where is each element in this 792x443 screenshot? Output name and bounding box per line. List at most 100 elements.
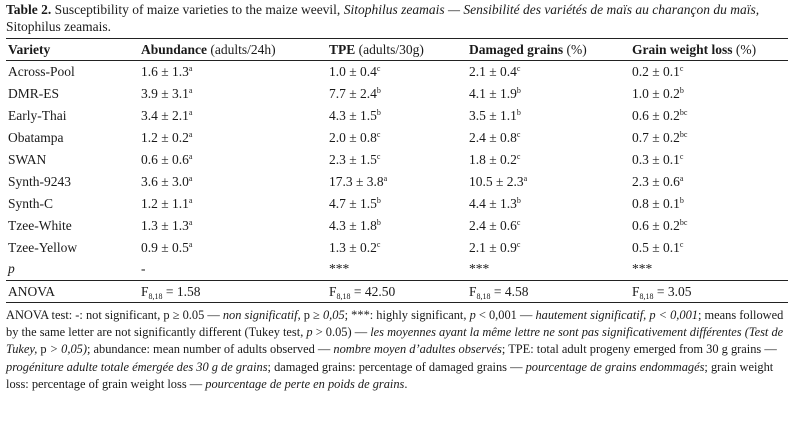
table-cell: 1.3 ± 1.3a [141, 217, 193, 233]
footnote-segment: ; TPE: total adult progeny emerged from … [501, 342, 777, 357]
table-cell: 1.8 ± 0.2c [469, 151, 521, 167]
table-cell: 1.2 ± 1.1a [141, 195, 193, 211]
table-row: Tzee-White 1.3 ± 1.3a 4.3 ± 1.8b 2.4 ± 0.6c… [6, 215, 788, 237]
footnote-segment: ; ***: highly significant, [344, 308, 470, 322]
footnote-segment: hautement significatif, p < 0,001 [535, 308, 698, 322]
significance-letter: c [376, 129, 381, 139]
footnote-segment: p [40, 342, 47, 357]
significance-letter: c [516, 129, 521, 139]
significance-letter: a [188, 239, 193, 249]
p-value-row: p - *** *** *** [6, 258, 788, 281]
table-cell: 2.3 ± 0.6a [632, 173, 684, 189]
footnote-segment: pourcentage de grains endommagés [525, 359, 705, 374]
variety-name: DMR-ES [8, 85, 60, 101]
significance-letter: b [376, 85, 381, 95]
significance-letter: c [376, 239, 381, 249]
table-cell: 0.8 ± 0.1b [632, 195, 684, 211]
table-cell: 7.7 ± 2.4b [329, 85, 381, 101]
table-cell: 3.6 ± 3.0a [141, 173, 193, 189]
caption-english: Susceptibility of maize varieties to the… [51, 2, 344, 17]
table-cell: 2.0 ± 0.8c [329, 129, 381, 145]
significance-letter: c [376, 63, 381, 73]
p-label: p [6, 258, 139, 281]
header-row: Variety Abundance (adults/24h) TPE (adul… [6, 38, 788, 61]
table-row: Synth-C 1.2 ± 1.1a 4.7 ± 1.5b 4.4 ± 1.3b 0.8… [6, 193, 788, 215]
variety-name: Across-Pool [8, 63, 75, 79]
table-cell: 1.3 ± 0.2c [329, 239, 381, 255]
col-header-damaged-grains: Damaged grains (%) [467, 38, 630, 61]
anova-value: F8,18 = 42.50 [327, 280, 467, 303]
significance-letter: b [376, 107, 381, 117]
significance-letter: a [188, 63, 193, 73]
variety-name: Obatampa [8, 129, 64, 145]
table-cell: 0.5 ± 0.1c [632, 239, 684, 255]
significance-letter: a [188, 195, 193, 205]
table-cell: 4.1 ± 1.9b [469, 85, 521, 101]
footnote-segment: < 0,001 — [475, 308, 536, 322]
table-cell: 2.3 ± 1.5c [329, 151, 381, 167]
table-cell: 1.0 ± 0.2b [632, 85, 684, 101]
footnote-segment: p [306, 325, 313, 340]
variety-name: Tzee-Yellow [8, 239, 78, 255]
table-cell: 2.1 ± 0.9c [469, 239, 521, 255]
caption-french: — Sensibilité des variétés de maïs au ch… [444, 2, 760, 17]
table-cell: 3.5 ± 1.1b [469, 107, 521, 123]
table-row: Obatampa 1.2 ± 0.2a 2.0 ± 0.8c 2.4 ± 0.8c 0.… [6, 127, 788, 149]
footnote-segment: > 0,05) [46, 342, 87, 357]
table-cell: 0.3 ± 0.1c [632, 151, 684, 167]
p-value: - [139, 258, 327, 281]
table-cell: 0.6 ± 0.6a [141, 151, 193, 167]
significance-letter: a [679, 173, 684, 183]
col-header-variety: Variety [6, 38, 139, 61]
table-cell: 3.9 ± 3.1a [141, 85, 193, 101]
footnote-segment: pourcentage de perte en poids de grains [205, 376, 405, 391]
variety-name: Synth-9243 [8, 173, 72, 189]
caption-end: . [107, 19, 111, 34]
table-caption: Table 2. Susceptibility of maize varieti… [6, 0, 786, 35]
table-cell: 2.1 ± 0.4c [469, 63, 521, 79]
table-cell: 1.2 ± 0.2a [141, 129, 193, 145]
footnote-segment: ; grain weight loss: percentage of grain… [6, 359, 774, 391]
table-cell: 4.3 ± 1.8b [329, 217, 381, 233]
table-row: Early-Thai 3.4 ± 2.1a 4.3 ± 1.5b 3.5 ± 1.1b… [6, 105, 788, 127]
footnote-segment: 0,05 [322, 308, 345, 322]
significance-letter: bc [679, 107, 688, 117]
table-footnotes: ANOVA test: -: not significant, p ≥ 0.05… [6, 307, 788, 393]
footnote-segment: ; abundance: mean number of adults obser… [87, 342, 334, 357]
significance-letter: a [383, 173, 388, 183]
footnote-segment: ; damaged grains: percentage of damaged … [267, 359, 526, 374]
footnote-segment: > 0.05) — [312, 325, 371, 340]
footnote-segment: non significatif [222, 308, 298, 322]
col-header-abundance: Abundance (adults/24h) [139, 38, 327, 61]
footnote-segment: les moyennes ayant la même lettre ne son… [6, 325, 784, 357]
significance-letter: b [679, 85, 684, 95]
footnote-segment: p [469, 308, 476, 322]
table-cell: 2.4 ± 0.6c [469, 217, 521, 233]
caption-species: Sitophilus zeamais [343, 2, 445, 17]
table-cell: 4.4 ± 1.3b [469, 195, 521, 211]
footnote-segment: , p ≥ [297, 308, 323, 322]
significance-letter: c [679, 151, 684, 161]
anova-row: ANOVA F8,18 = 1.58 F8,18 = 42.50 F8,18 =… [6, 280, 788, 303]
col-header-tpe: TPE (adults/30g) [327, 38, 467, 61]
footnote-segment: nombre moyen d’adultes observés [333, 342, 502, 357]
anova-value: F8,18 = 4.58 [467, 280, 630, 303]
significance-letter: c [516, 151, 521, 161]
variety-name: SWAN [8, 151, 47, 167]
table-cell: 4.7 ± 1.5b [329, 195, 381, 211]
significance-letter: a [188, 151, 193, 161]
significance-letter: a [188, 173, 193, 183]
table-label: Table 2. [6, 2, 52, 17]
table-row: SWAN 0.6 ± 0.6a 2.3 ± 1.5c 1.8 ± 0.2c 0.3 ± … [6, 149, 788, 171]
anova-label: ANOVA [6, 280, 139, 303]
p-value: *** [630, 258, 788, 281]
anova-value: F8,18 = 3.05 [630, 280, 788, 303]
table-cell: 1.6 ± 1.3a [141, 63, 193, 79]
significance-letter: b [516, 85, 521, 95]
significance-letter: c [376, 151, 381, 161]
table-cell: 17.3 ± 3.8a [329, 173, 388, 189]
significance-letter: b [376, 217, 381, 227]
table-cell: 10.5 ± 2.3a [469, 173, 528, 189]
variety-name: Early-Thai [8, 107, 67, 123]
